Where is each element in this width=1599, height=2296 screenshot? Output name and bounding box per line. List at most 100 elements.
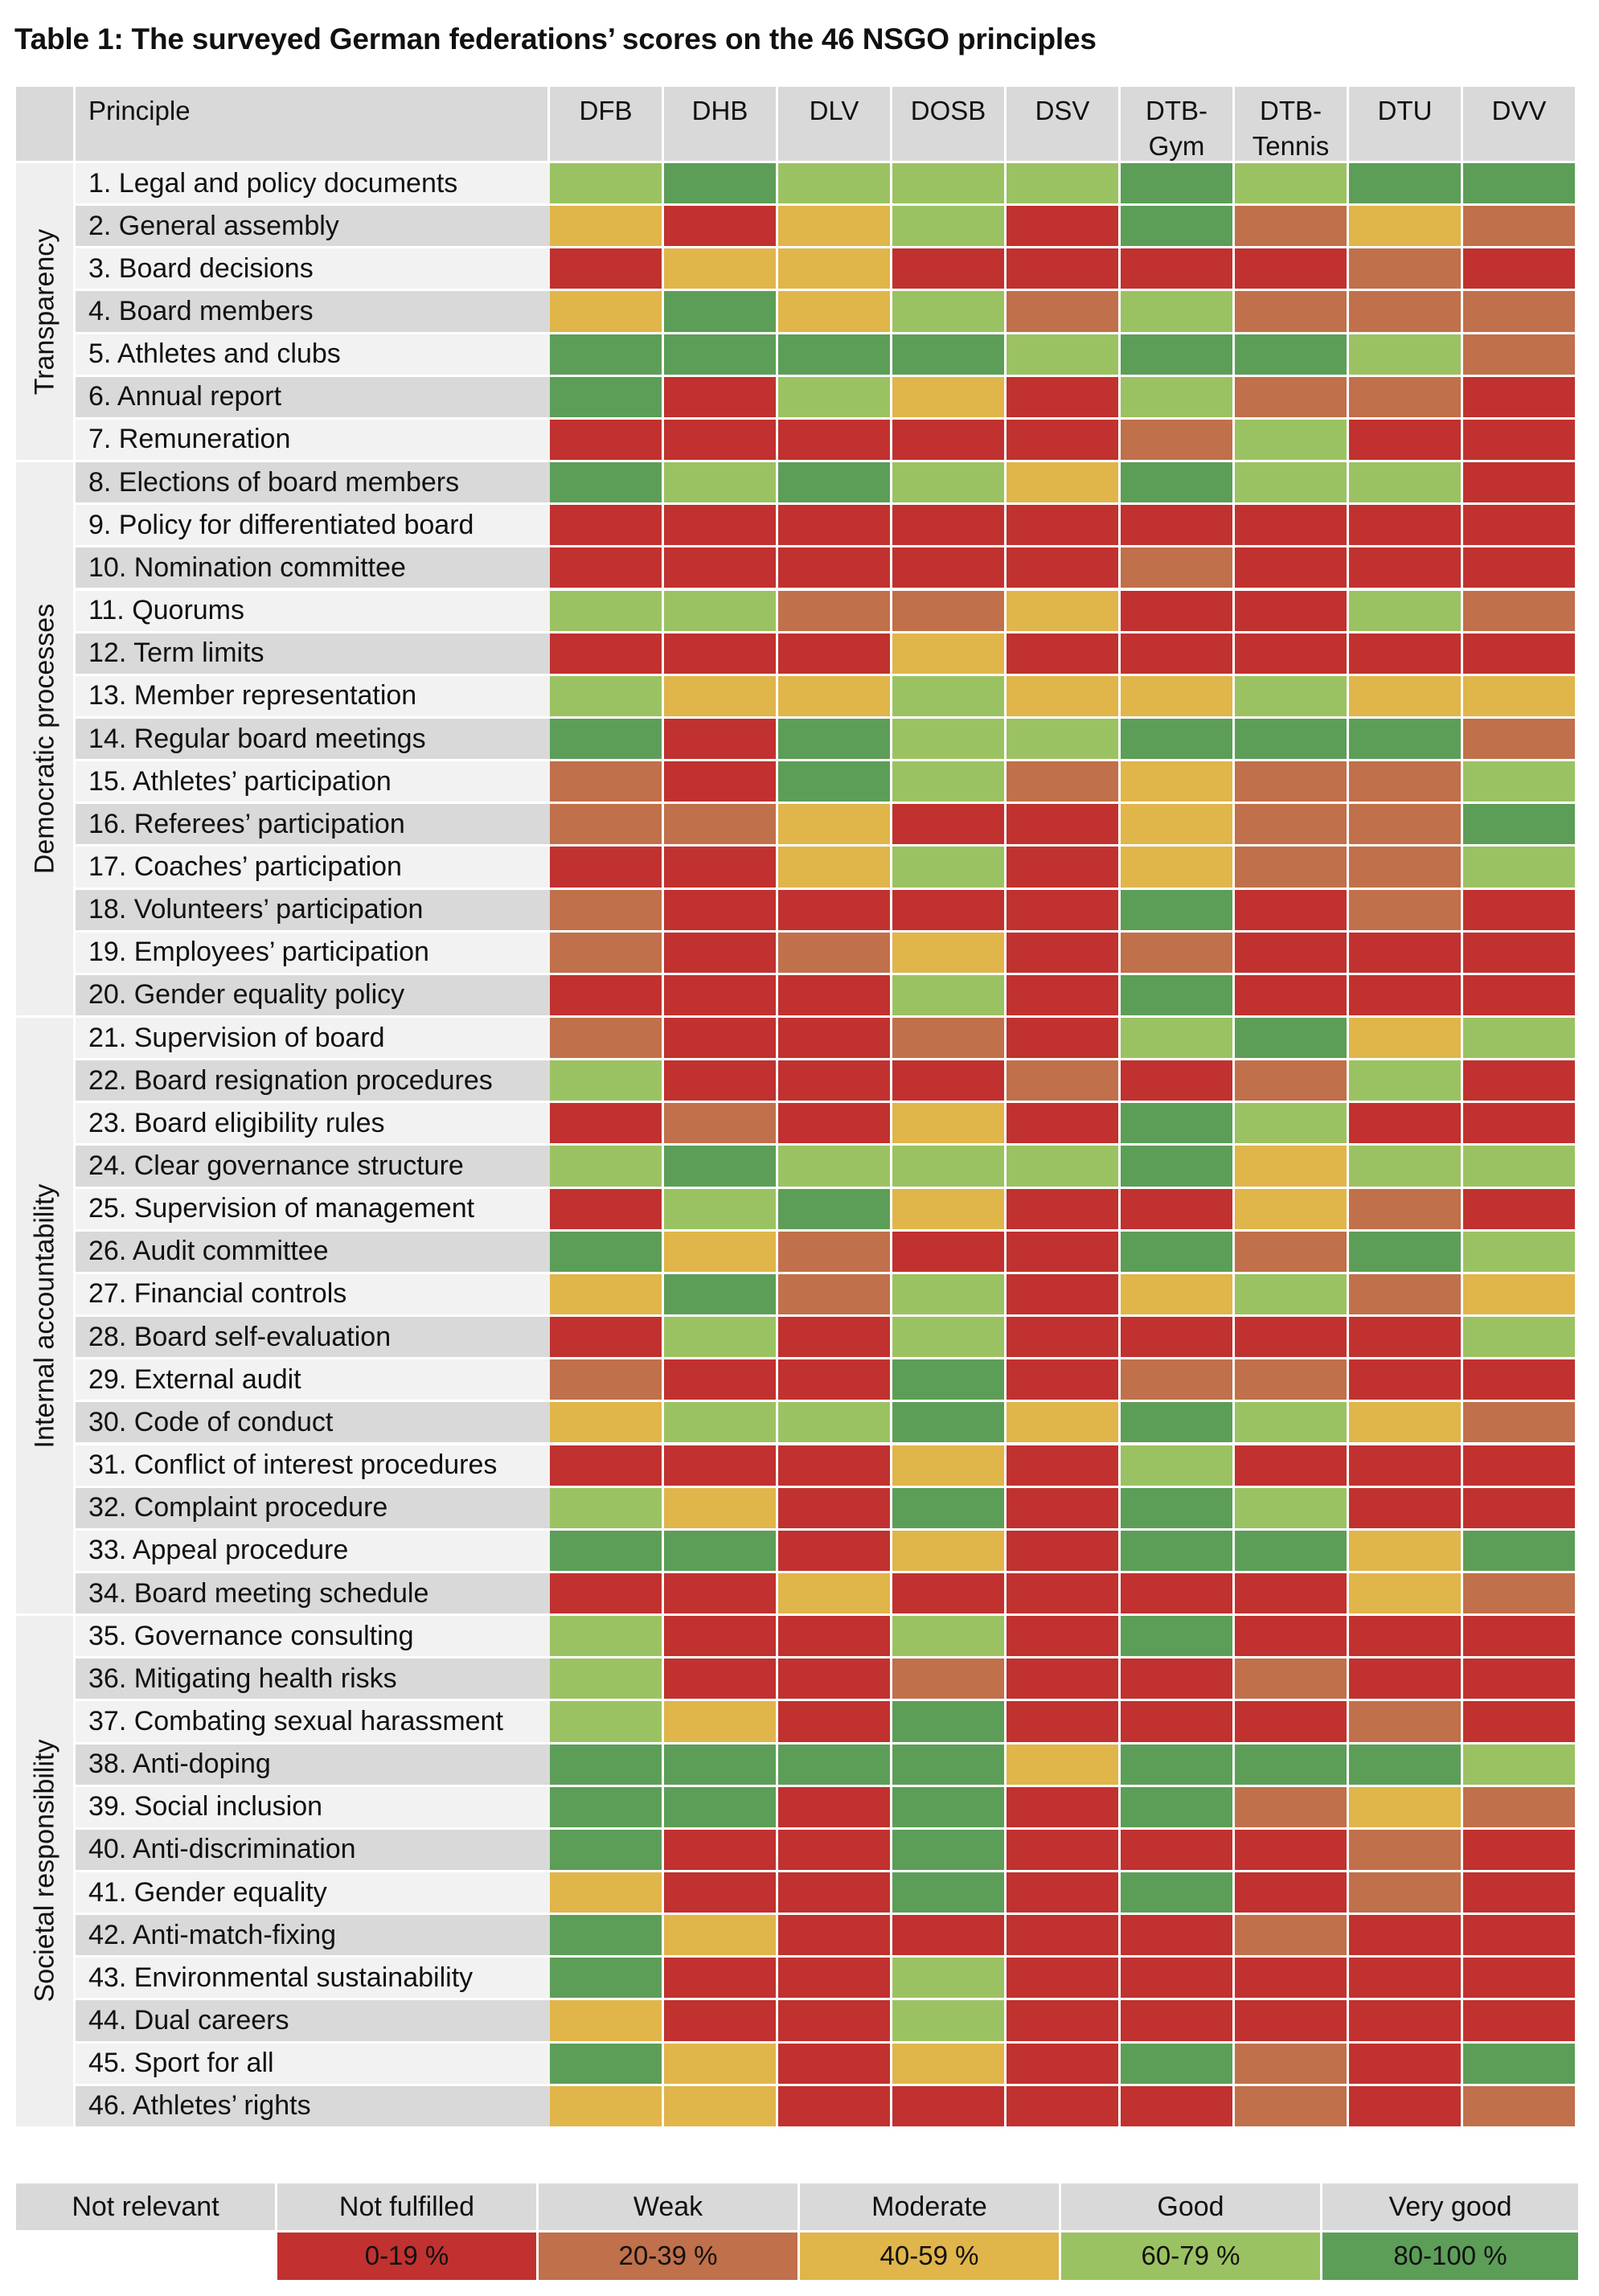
score-cell <box>1463 1616 1577 1659</box>
score-cell <box>1121 2085 1235 2129</box>
score-cell <box>892 1103 1007 1146</box>
score-cell <box>1235 1317 1349 1360</box>
principle-label: 3. Board decisions <box>76 248 550 292</box>
score-cell <box>664 1872 778 1916</box>
header-category-blank <box>16 87 76 163</box>
score-cell <box>550 462 664 506</box>
score-cell <box>1463 1231 1577 1274</box>
score-cell <box>1121 1103 1235 1146</box>
score-cell <box>1235 1530 1349 1573</box>
score-cell <box>664 291 778 334</box>
score-cell <box>1121 974 1235 1018</box>
score-cell <box>1349 419 1463 463</box>
score-cell <box>778 2000 892 2044</box>
score-cell <box>664 2043 778 2086</box>
score-cell <box>1007 1317 1121 1360</box>
score-cell <box>892 1445 1007 1488</box>
score-cell <box>664 889 778 933</box>
score-cell <box>778 1359 892 1403</box>
principle-label: 46. Athletes’ rights <box>76 2085 550 2129</box>
score-cell <box>892 505 1007 548</box>
table-title: Table 1: The surveyed German federations… <box>14 23 1097 55</box>
score-cell <box>664 1572 778 1617</box>
score-cell <box>1007 847 1121 890</box>
score-cell <box>550 889 664 933</box>
score-cell <box>1121 1786 1235 1830</box>
score-cell <box>1007 1958 1121 2001</box>
score-cell <box>1121 547 1235 591</box>
principle-label: 36. Mitigating health risks <box>76 1658 550 1702</box>
score-cell <box>778 505 892 548</box>
score-cell <box>892 1188 1007 1232</box>
score-cell <box>550 847 664 890</box>
score-cell <box>550 547 664 591</box>
score-cell <box>1349 1060 1463 1104</box>
score-cell <box>1463 804 1577 847</box>
principle-label: 29. External audit <box>76 1359 550 1403</box>
score-cell <box>664 675 778 719</box>
score-cell <box>1121 1616 1235 1659</box>
principle-label: 16. Referees’ participation <box>76 804 550 847</box>
score-cell <box>664 1616 778 1659</box>
score-cell <box>778 547 892 591</box>
score-cell <box>892 847 1007 890</box>
score-cell <box>892 1658 1007 1702</box>
score-cell <box>892 932 1007 975</box>
score-cell <box>778 1018 892 1061</box>
score-cell <box>1235 1658 1349 1702</box>
score-cell <box>1463 1018 1577 1061</box>
score-cell <box>892 804 1007 847</box>
score-cell <box>892 974 1007 1018</box>
score-cell <box>1121 1018 1235 1061</box>
score-cell <box>1349 163 1463 207</box>
score-cell <box>1463 1701 1577 1745</box>
score-cell <box>1349 1445 1463 1488</box>
header-federation: DHB <box>664 87 778 163</box>
score-cell <box>1121 1658 1235 1702</box>
score-cell <box>1007 1530 1121 1573</box>
score-cell <box>1463 1958 1577 2001</box>
legend-swatch: 40-59 % <box>800 2230 1061 2280</box>
score-cell <box>1235 804 1349 847</box>
score-cell <box>778 804 892 847</box>
score-cell <box>1121 419 1235 463</box>
category-name: Internal accountability <box>29 1183 59 1448</box>
principle-label: 42. Anti-match-fixing <box>76 1915 550 1958</box>
score-cell <box>1007 206 1121 249</box>
score-cell <box>1121 675 1235 719</box>
score-cell <box>892 761 1007 805</box>
score-cell <box>550 675 664 719</box>
principle-label: 31. Conflict of interest procedures <box>76 1445 550 1488</box>
score-cell <box>1349 1402 1463 1445</box>
score-cell <box>1007 2043 1121 2086</box>
score-cell <box>778 291 892 334</box>
score-cell <box>778 462 892 506</box>
score-cell <box>1463 675 1577 719</box>
score-cell <box>1463 1060 1577 1104</box>
score-cell <box>550 2000 664 2044</box>
score-cell <box>550 761 664 805</box>
score-cell <box>778 889 892 933</box>
score-cell <box>1007 334 1121 377</box>
score-cell <box>1463 2085 1577 2129</box>
score-cell <box>1235 1359 1349 1403</box>
score-cell <box>778 1915 892 1958</box>
score-cell <box>778 1487 892 1531</box>
score-cell <box>1235 1572 1349 1617</box>
score-cell <box>1121 505 1235 548</box>
score-cell <box>1349 761 1463 805</box>
score-cell <box>1007 889 1121 933</box>
score-cell <box>778 675 892 719</box>
score-cell <box>892 547 1007 591</box>
score-cell <box>778 1958 892 2001</box>
score-cell <box>892 1701 1007 1745</box>
score-cell <box>1007 462 1121 506</box>
score-cell <box>1349 804 1463 847</box>
score-cell <box>1235 505 1349 548</box>
score-cell <box>1349 334 1463 377</box>
principle-label: 4. Board members <box>76 291 550 334</box>
legend-label: Moderate <box>800 2183 1061 2230</box>
score-cell <box>1463 889 1577 933</box>
score-cell <box>1349 1744 1463 1787</box>
score-cell <box>1007 1658 1121 1702</box>
